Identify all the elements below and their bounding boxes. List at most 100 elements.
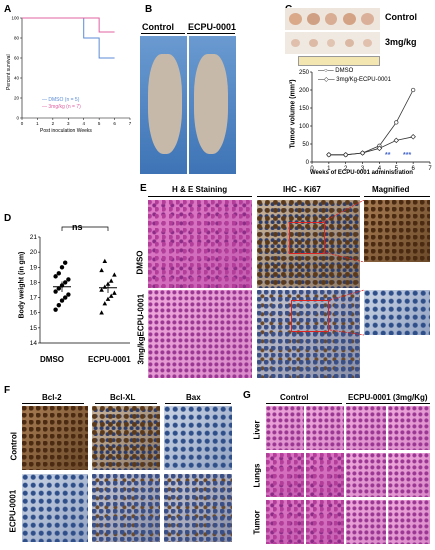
bclxl-treated-image	[92, 474, 160, 542]
body-weight-point-dmso	[59, 298, 65, 303]
tumor-point-treated	[410, 134, 416, 140]
organ-row-lungs: Lungs	[252, 463, 262, 488]
body-weight-point-treated	[102, 301, 108, 306]
survival-ylabel: Percent survival	[6, 54, 12, 90]
tumor-x-tick-label: 3	[361, 166, 365, 172]
tumor-point-treated	[393, 137, 400, 144]
body-weight-y-tick-label: 18	[30, 279, 38, 286]
tumor-image	[343, 13, 356, 25]
bcl-header-bax: Bax	[186, 393, 201, 402]
legend-treated-label: 3mg/kg (n = 7)	[48, 104, 81, 110]
histo-header-ihc: IHC - Ki67	[283, 185, 321, 194]
tumor-xlabel: Weeks of ECPU-0001 administration	[310, 170, 413, 176]
tumor-plot-area: 0 50 100 150 200 250 0 1 2 3 4 5 6 7	[299, 70, 432, 172]
body-weight-point-treated	[102, 258, 108, 264]
ki67-treated-image	[257, 290, 360, 378]
tumor-label-control: Control	[385, 12, 417, 22]
histo-row-treated: 3mg/kgECPU-0001	[136, 293, 146, 365]
body-weight-point-dmso	[66, 277, 71, 282]
mouse-treated-image	[194, 54, 228, 154]
body-weight-y-tick-label: 16	[30, 310, 38, 317]
body-weight-point-treated	[112, 272, 117, 277]
survival-plot-area: 0 20 40 60 80 100 0 1 2 3 4 5 6 7	[11, 16, 131, 127]
bcl2-control-image	[22, 406, 88, 470]
bcl-header-bclxl: Bcl-XL	[110, 393, 136, 402]
organ-header-control: Control	[280, 393, 309, 402]
body-weight-point-treated	[99, 287, 104, 292]
body-weight-plot-area: 14 15 16 17 18 19 20 21	[30, 226, 130, 347]
body-weight-point-treated	[112, 290, 117, 295]
tumor-point-dmso	[394, 120, 399, 125]
mouse-underline-control	[141, 33, 185, 34]
histo-underline-ihc	[257, 196, 360, 197]
zoom-line	[329, 289, 365, 301]
survival-y-tick-label: 40	[14, 76, 20, 81]
tumor-x-tick-label: 2	[344, 166, 348, 172]
bcl-underline	[95, 403, 157, 404]
tumor-image	[363, 39, 372, 47]
liver-treated-image	[388, 406, 430, 450]
lungs-treated-image	[388, 453, 430, 497]
tumor-x-tick-label: 0	[310, 166, 314, 172]
bcl-header-bcl2: Bcl-2	[42, 393, 62, 402]
tumor-image	[361, 13, 374, 25]
tumor-y-tick-label: 50	[302, 142, 309, 148]
body-weight-point-dmso	[62, 295, 68, 300]
tumor-ylabel: Tumor volume (mm³)	[289, 79, 297, 149]
tumor-image	[291, 39, 300, 47]
body-weight-point-treated	[105, 296, 111, 301]
tumor-image	[327, 39, 335, 47]
tumor-y-tick-label: 150	[299, 106, 310, 112]
tumor-image	[325, 13, 337, 25]
ki67-zoom-box	[291, 300, 329, 332]
histo-row-dmso: DMSO	[135, 250, 145, 275]
legend-dmso: — DMSO (n = 5)	[42, 97, 80, 103]
mouse-label-control: Control	[142, 22, 174, 32]
survival-x-tick-label: 5	[98, 121, 101, 126]
tumor-control-image	[266, 500, 304, 544]
body-weight-point-dmso	[56, 302, 61, 308]
mouse-divider	[187, 36, 189, 174]
body-weight-cat-treated: ECPU-0001	[88, 355, 131, 364]
liver-control-image	[266, 406, 304, 450]
survival-x-tick-label: 3	[67, 121, 70, 126]
tumor-growth-chart: 0 50 100 150 200 250 0 1 2 3 4 5 6 7	[299, 70, 432, 172]
tumor-photo-control	[285, 8, 380, 30]
ki67-dmso-image	[257, 200, 360, 288]
zoom-line	[329, 329, 365, 336]
he-dmso-image	[148, 200, 252, 288]
tumor-label-treated: 3mg/kg	[385, 37, 417, 47]
body-weight-y-tick-label: 17	[30, 295, 38, 302]
mouse-underline-treated	[187, 33, 235, 34]
body-weight-y-tick-label: 20	[30, 249, 38, 256]
tumor-y-tick-label: 250	[299, 70, 310, 76]
body-weight-y-tick-label: 15	[30, 325, 38, 332]
tumor-sig-week6: ***	[403, 152, 412, 159]
tumor-series-line	[328, 136, 414, 156]
body-weight-y-tick-label: 19	[30, 264, 38, 271]
body-weight-cat-dmso: DMSO	[40, 355, 64, 364]
liver-control-image	[306, 406, 344, 450]
panel-letter-a: A	[4, 4, 12, 15]
zoom-lines	[322, 200, 365, 336]
he-treated-image	[148, 290, 252, 378]
bax-control-image	[164, 406, 232, 470]
body-weight-point-dmso	[53, 307, 58, 312]
tumor-y-tick-label: 0	[306, 160, 310, 166]
body-weight-point-dmso	[56, 286, 61, 291]
tumor-legend-dmso-label: DMSO	[335, 68, 354, 74]
bcl-underline	[22, 403, 84, 404]
survival-series-line	[22, 17, 115, 33]
tumor-y-tick-label: 200	[299, 88, 310, 94]
organ-underline-treated	[346, 403, 430, 404]
lungs-treated-image	[346, 453, 386, 497]
tumor-image	[345, 39, 354, 47]
survival-y-tick-label: 0	[16, 116, 19, 121]
panel-letter-b: B	[145, 4, 153, 15]
legend-treated: — 3mg/kg (n = 7)	[42, 104, 81, 110]
panel-letter-e: E	[140, 183, 147, 194]
tumor-legend-dmso: —○— DMSO	[318, 68, 354, 74]
ruler-image	[298, 56, 380, 66]
mouse-control-image	[148, 54, 182, 154]
body-weight-point-treated	[99, 267, 104, 273]
